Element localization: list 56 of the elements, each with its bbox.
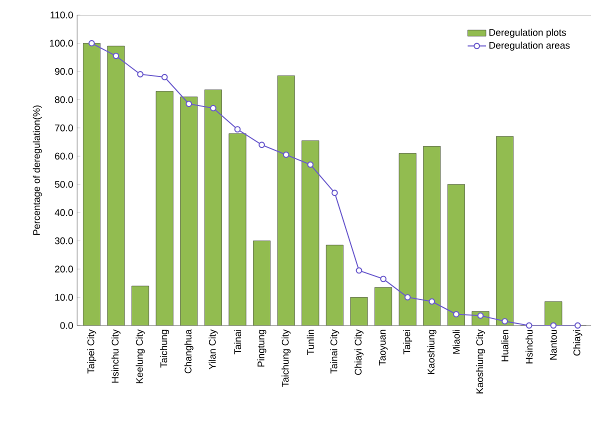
x-tick-label: Kaoshiung City (476, 329, 485, 394)
x-tick-label: Keelung City (136, 329, 145, 384)
point (356, 267, 362, 274)
y-tick-label: 70.0 (55, 124, 73, 132)
point (282, 151, 290, 158)
point (161, 74, 168, 80)
x-tick-label: Tunlin (306, 330, 314, 355)
y-tick-label: 50.0 (54, 180, 73, 188)
y-tick-label: 100.0 (50, 40, 73, 47)
point (428, 298, 436, 305)
point (112, 52, 120, 60)
y-tick-label: 0.0 (60, 322, 73, 329)
y-tick-label: 30.0 (54, 237, 73, 244)
x-tick-label: Tainai (234, 330, 242, 354)
point (380, 276, 387, 282)
x-tick-label: Hualien (501, 330, 508, 362)
point (526, 322, 532, 329)
x-tick-label: Nantou (550, 330, 557, 360)
x-tick-label: Taichung (160, 330, 170, 368)
x-tick-label: Kaoshiung (427, 330, 436, 374)
x-tick-label: Chiayi (573, 330, 582, 356)
legend-label: Deregulation areas (489, 42, 570, 51)
point (210, 104, 216, 112)
point (574, 322, 581, 329)
x-tick-label: Miaoli (452, 330, 460, 354)
y-tick-label: 10.0 (55, 294, 73, 301)
x-tick-label: Taichung City (282, 329, 291, 387)
point (550, 322, 557, 329)
x-tick-label: Hsinchu City (111, 329, 120, 383)
x-tick-label: Tainai City (330, 329, 340, 374)
x-tick-label: Changhua (184, 329, 194, 374)
y-tick-label: 110.0 (50, 11, 73, 18)
point (452, 310, 460, 318)
y-tick-label: 40.0 (54, 209, 73, 216)
y-tick-label: 80.0 (54, 96, 73, 104)
point (258, 142, 266, 148)
x-tick-label: Pingtung (257, 330, 266, 366)
x-tick-label: Taoyuan (378, 330, 388, 366)
point (502, 318, 508, 324)
point (404, 294, 411, 300)
point (137, 70, 144, 78)
point (234, 126, 241, 132)
point (307, 161, 314, 168)
x-tick-label: Chiayi City (354, 329, 364, 375)
y-tick-label: 90.0 (55, 68, 73, 75)
legend-label: Deregulation plots (489, 28, 566, 38)
y-tick-label: 60.0 (55, 152, 73, 160)
x-tick-label: Taipei (403, 330, 412, 354)
y-axis-title: Percentage of deregulation(%) (32, 105, 42, 235)
point (88, 40, 95, 46)
y-tick-label: 20.0 (55, 266, 73, 272)
point (186, 100, 192, 108)
point (331, 190, 338, 196)
x-tick-label: Hsinchu (526, 330, 533, 364)
x-tick-label: Taipei City (87, 329, 96, 374)
x-tick-label: Yilan City (208, 329, 218, 370)
